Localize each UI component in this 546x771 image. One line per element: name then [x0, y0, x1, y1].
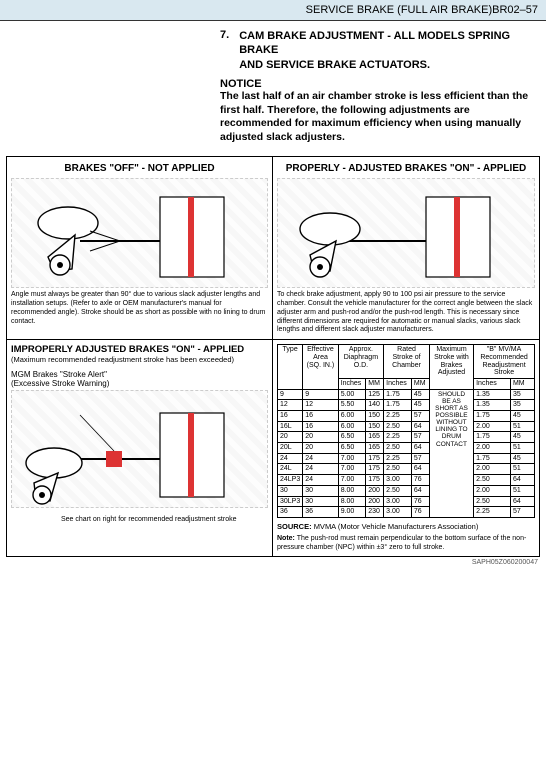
table-body: 995.001251.7545SHOULDBE ASSHORT ASPOSSIB…: [278, 389, 535, 517]
table-row: 30LP3308.002003.00762.5064: [278, 496, 535, 507]
data-table-panel: Type Effective Area (SQ. IN.) Approx. Di…: [273, 340, 539, 556]
table-source: SOURCE: MVMA (Motor Vehicle Manufacturer…: [277, 522, 535, 531]
table-row: 16166.001502.25571.7545: [278, 411, 535, 422]
panel-off-title: BRAKES "OFF" - NOT APPLIED: [11, 163, 268, 174]
panel-improper-title: IMPROPERLY ADJUSTED BRAKES "ON" - APPLIE…: [11, 344, 268, 355]
header-page-code: BR02–57: [492, 4, 538, 16]
panel-properly-adjusted: PROPERLY - ADJUSTED BRAKES "ON" - APPLIE…: [273, 157, 539, 339]
diagram-off: [11, 178, 268, 288]
table-row: 24L247.001752.50642.0051: [278, 464, 535, 475]
unit-inches: Inches: [474, 378, 511, 389]
section-block: 7. CAM BRAKE ADJUSTMENT - ALL MODELS SPR…: [0, 21, 546, 152]
col-area: Effective Area (SQ. IN.): [303, 345, 338, 389]
panel-proper-caption: To check brake adjustment, apply 90 to 1…: [277, 291, 535, 335]
unit-inches: Inches: [384, 378, 412, 389]
stroke-alert-line1: MGM Brakes "Stroke Alert": [11, 370, 268, 379]
source-label: SOURCE:: [277, 522, 312, 531]
notice-text: The last half of an air chamber stroke i…: [220, 90, 534, 145]
panel-brakes-off: BRAKES "OFF" - NOT APPLIED Angle mus: [7, 157, 273, 339]
table-row: 20L206.501652.50642.0051: [278, 443, 535, 454]
note-text: The push-rod must remain perpendicular t…: [277, 535, 526, 551]
section-title-line1: CAM BRAKE ADJUSTMENT - ALL MODELS SPRING…: [239, 29, 534, 58]
table-note: Note: The push-rod must remain perpendic…: [277, 535, 535, 553]
page-header: SERVICE BRAKE (FULL AIR BRAKE) BR02–57: [0, 0, 546, 21]
source-text: MVMA (Motor Vehicle Manufacturers Associ…: [314, 522, 479, 531]
note-label: Note:: [277, 535, 295, 542]
panel-proper-title: PROPERLY - ADJUSTED BRAKES "ON" - APPLIE…: [277, 163, 535, 174]
max-stroke-cell: SHOULDBE ASSHORT ASPOSSIBLEWITHOUTLINING…: [429, 389, 473, 517]
unit-inches: Inches: [338, 378, 366, 389]
notice-label: NOTICE: [220, 78, 534, 90]
chart-note: See chart on right for recommended readj…: [61, 516, 268, 524]
unit-mm: MM: [411, 378, 429, 389]
panel-improper-subtitle: (Maximum recommended readjustment stroke…: [11, 355, 268, 364]
brake-mechanism-icon: [20, 403, 230, 511]
table-row: 995.001251.7545SHOULDBE ASSHORT ASPOSSIB…: [278, 389, 535, 400]
table-row: 24247.001752.25571.7545: [278, 453, 535, 464]
col-readj: "B" MV/MA Recommended Readjustment Strok…: [474, 345, 535, 379]
stroke-alert-line2: (Excessive Stroke Warning): [11, 379, 268, 388]
header-section-title: SERVICE BRAKE (FULL AIR BRAKE): [8, 4, 492, 16]
section-number: 7.: [220, 29, 229, 72]
unit-mm: MM: [510, 378, 534, 389]
table-row: 12125.501401.75451.3535: [278, 400, 535, 411]
table-row: 16L166.001502.50642.0051: [278, 421, 535, 432]
table-row: 24LP3247.001753.00762.5064: [278, 475, 535, 486]
col-diaphragm: Approx. Diaphragm O.D.: [338, 345, 383, 379]
brake-data-table: Type Effective Area (SQ. IN.) Approx. Di…: [277, 344, 535, 518]
col-max: Maximum Stroke with Brakes Adjusted: [429, 345, 473, 389]
unit-mm: MM: [366, 378, 384, 389]
diagram-improper: [11, 390, 268, 508]
table-row: 30308.002002.50642.0051: [278, 485, 535, 496]
col-rated: Rated Stroke of Chamber: [384, 345, 430, 379]
figure-grid: BRAKES "OFF" - NOT APPLIED Angle mus: [6, 156, 540, 557]
panel-off-caption: Angle must always be greater than 90° du…: [11, 291, 268, 326]
col-type: Type: [278, 345, 303, 389]
table-row: 36369.002303.00762.2557: [278, 507, 535, 518]
panel-improperly-adjusted: IMPROPERLY ADJUSTED BRAKES "ON" - APPLIE…: [7, 340, 273, 556]
footer-code: SAPH05Z060200047: [0, 557, 546, 568]
brake-mechanism-icon: [20, 191, 230, 287]
brake-mechanism-icon: [286, 191, 496, 287]
table-row: 20206.501652.25571.7545: [278, 432, 535, 443]
diagram-proper: [277, 178, 535, 288]
section-title-line2: AND SERVICE BRAKE ACTUATORS.: [239, 58, 534, 72]
